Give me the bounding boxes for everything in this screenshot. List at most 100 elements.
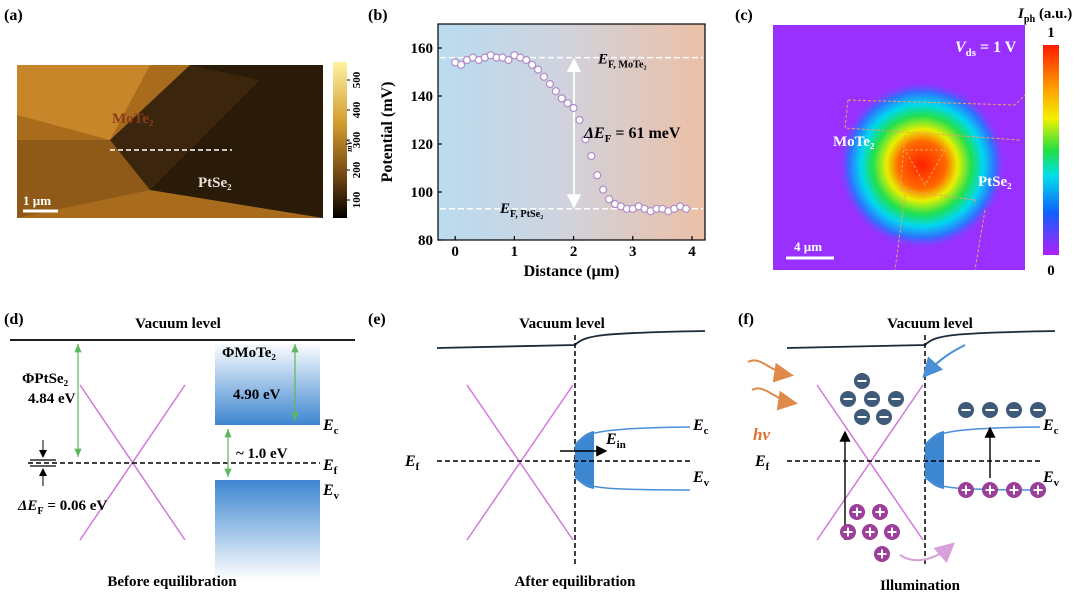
symbol: E [322,457,334,474]
text: = 1 V [976,39,1017,56]
valence-band [215,480,320,580]
data-point [539,72,549,81]
subscript: ds [966,47,976,59]
symbol-label: ΔEF = 0.06 eV [17,498,107,517]
symbol-label: Ef [322,457,338,477]
conduction-band [215,342,320,425]
symbol-label: Ein [605,431,626,451]
x-tick-label: 1 [511,244,519,260]
photon-arrow [747,359,794,383]
label: Vacuum level [887,316,973,332]
colorbar-unit: mV [345,140,354,152]
colorbar-tick-label: 0 [1047,263,1055,279]
panel-label: (c) [735,7,753,24]
subscript: in [617,439,626,451]
photon-arrow [751,387,798,411]
colorbar-tick-label: 500 [351,71,363,88]
flake-outline [904,149,946,187]
y-tick-label: 100 [411,185,434,201]
data-point [587,151,596,161]
data-point [528,60,537,69]
symbol: E [1042,469,1054,486]
text: (a.u.) [1035,6,1072,22]
subscript: ph [1024,14,1036,25]
hole-transfer [899,542,956,564]
symbol-label: Iph (a.u.) [1017,6,1072,25]
y-tick-label: 80 [418,233,433,249]
dirac-cone [816,384,924,541]
symbol-label: Ec [692,417,709,437]
data-point [569,103,578,113]
symbol: E [322,417,334,434]
colorbar-tick-label: 100 [351,191,363,208]
caption: After equilibration [515,574,637,590]
subscript: F, PtSe₂ [510,209,543,220]
symbol: ΔE [17,498,37,514]
dirac-cone [466,384,574,541]
depletion-region [925,431,944,489]
scale-label: 4 µm [794,239,822,254]
colorbar-tick-label: 1 [1047,25,1055,41]
material-label: PtSe₂ [978,174,1012,190]
colorbar [333,62,347,218]
data-point [504,55,513,65]
symbol-label: Ec [322,417,339,437]
label: ΦPtSe₂ [22,371,69,387]
symbol: E [597,52,608,68]
panel-label: (d) [4,311,24,328]
subscript: f [766,461,770,473]
panel-label: (b) [368,7,388,24]
subscript: F [605,133,612,145]
symbol: E [692,469,704,486]
subscript: f [334,465,338,477]
valence-band [574,476,691,491]
vacuum-level [436,330,706,349]
data-point [551,87,560,96]
data-point [563,99,572,108]
symbol: E [754,453,766,470]
panel-label: (f) [738,311,754,328]
depletion-region [575,431,594,489]
scale-label: 1 µm [23,193,51,208]
subscript: f [416,461,420,473]
symbol: E [322,482,334,499]
photon-label: hν [753,425,770,444]
label: Vacuum level [519,316,605,332]
symbol: ΔE [583,125,605,142]
symbol-label: EF, MoTe₂ [597,52,647,71]
symbol: E [605,431,617,448]
colorbar-tick-label: 400 [351,101,363,118]
text: = 61 meV [611,125,681,142]
y-tick-label: 140 [411,89,434,105]
symbol-label: Ev [322,482,340,502]
data-point [681,204,691,213]
label: 4.90 eV [233,387,281,403]
vacuum-level [786,330,1056,349]
subscript: v [1054,477,1060,489]
symbol-label: Ev [1042,469,1060,489]
electron-transfer [922,344,966,378]
subscript: c [334,425,339,437]
data-point [599,185,608,194]
data-point [581,135,590,144]
hot-spot [837,80,1007,250]
panel-label: (e) [368,311,386,328]
panel-label: (a) [4,7,23,24]
region-dark [110,65,260,190]
symbol: I [1017,6,1025,22]
subscript: c [1054,425,1059,437]
region-light [17,65,150,140]
subscript: v [334,490,340,502]
y-tick-label: 160 [411,41,434,57]
x-tick-label: 4 [688,244,696,260]
label: ΦMoTe₂ [222,345,276,361]
data-point [456,60,466,69]
data-point [557,94,566,103]
region-mid [17,140,150,218]
label: 4.84 eV [28,391,76,407]
label: Vacuum level [135,316,221,332]
data-point [575,115,584,125]
y-tick-label: 120 [411,137,434,153]
x-tick-label: 0 [451,244,459,260]
